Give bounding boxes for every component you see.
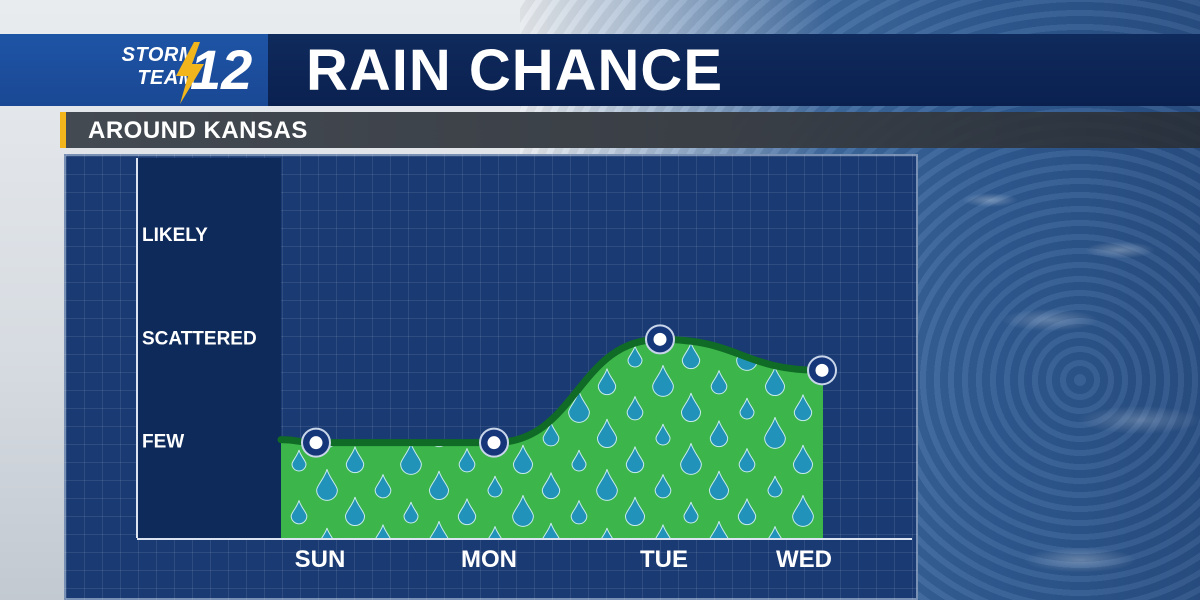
x-tick-label-wed: WED — [776, 546, 832, 573]
raindrop-icon — [543, 371, 559, 394]
raindrop-icon — [512, 444, 534, 475]
raindrop-icon — [345, 446, 365, 474]
y-level-label-scattered: SCATTERED — [142, 328, 257, 349]
raindrop-icon — [738, 448, 756, 473]
subheader-bar — [60, 112, 1200, 148]
raindrop-icon — [542, 422, 560, 447]
raindrop-icon — [400, 392, 422, 423]
raindrop-icon — [457, 498, 477, 526]
raindrop-icon — [486, 526, 504, 538]
raindrop-icon — [599, 527, 615, 538]
raindrop-icon — [766, 526, 784, 538]
x-tick-label-sun: SUN — [295, 546, 346, 573]
raindrop-icon — [316, 469, 338, 501]
raindrop-icon — [654, 474, 672, 499]
subheader-title: AROUND KANSAS — [88, 117, 308, 144]
raindrop-icon — [512, 495, 534, 527]
subheader-accent — [60, 112, 66, 148]
data-point-dot-tue — [653, 332, 667, 346]
data-point-dot-wed — [815, 363, 829, 377]
raindrop-icon — [652, 365, 674, 397]
raindrop-icon — [346, 396, 364, 421]
station-logo — [0, 34, 268, 106]
raindrop-icon — [823, 422, 839, 446]
raindrop-icon — [568, 340, 590, 371]
raindrop-icon — [568, 391, 590, 423]
raindrop-icon — [458, 448, 476, 473]
raindrop-icon — [347, 345, 363, 368]
raindrop-icon — [764, 417, 786, 449]
raindrop-icon — [401, 342, 421, 370]
raindrop-icon — [487, 475, 503, 498]
raindrop-icon — [710, 370, 728, 395]
raindrop-icon — [484, 366, 506, 397]
raindrop-icon — [624, 496, 646, 527]
raindrop-icon — [708, 521, 730, 538]
raindrop-icon — [597, 368, 617, 396]
raindrop-icon — [540, 522, 562, 538]
raindrop-icon — [792, 444, 814, 475]
raindrop-icon — [373, 524, 393, 538]
raindrop-icon — [290, 500, 308, 525]
data-point-dot-mon — [487, 436, 501, 450]
raindrop-icon — [737, 498, 757, 526]
raindrop-icon — [288, 340, 310, 371]
x-tick-label-mon: MON — [461, 546, 517, 573]
y-level-label-few: FEW — [142, 432, 184, 453]
raindrop-icon — [792, 495, 814, 527]
raindrop-icon — [541, 472, 561, 500]
raindrop-icon — [625, 446, 645, 474]
raindrop-icon — [683, 501, 699, 524]
raindrop-icon — [400, 443, 422, 475]
raindrop-icon — [821, 472, 822, 500]
raindrop-icon — [709, 420, 729, 448]
raindrop-icon — [319, 527, 335, 538]
page-title: RAIN CHANCE — [306, 38, 723, 103]
raindrop-icon — [344, 496, 366, 527]
y-label-column — [137, 158, 281, 538]
raindrop-icon — [403, 501, 419, 524]
raindrop-icon — [372, 365, 394, 397]
raindrop-icon — [596, 418, 618, 449]
raindrop-icon — [456, 339, 478, 371]
raindrop-icon — [708, 470, 730, 501]
lightning-bolt-icon — [176, 42, 204, 104]
raindrop-icon — [767, 475, 783, 498]
raindrop-icon — [374, 474, 392, 499]
logo-number: 12 — [190, 38, 253, 101]
y-level-label-likely: LIKELY — [142, 225, 208, 246]
raindrop-icon — [428, 521, 450, 538]
raindrop-icon — [680, 392, 702, 423]
raindrop-pattern — [288, 339, 839, 538]
raindrop-icon — [626, 396, 644, 421]
raindrop-icon — [627, 345, 643, 368]
raindrop-icon — [513, 394, 533, 422]
raindrop-icon — [793, 394, 813, 422]
raindrop-icon — [459, 397, 475, 420]
raindrop-icon — [514, 344, 532, 369]
x-tick-label-tue: TUE — [640, 546, 688, 573]
raindrop-icon — [317, 368, 337, 396]
raindrop-icon — [764, 366, 786, 397]
raindrop-icon — [680, 443, 702, 475]
raindrop-icon — [653, 524, 673, 538]
raindrop-icon — [596, 469, 618, 501]
data-point-dot-sun — [309, 436, 323, 450]
logo-line-storm: STORM — [121, 44, 196, 66]
raindrop-icon — [288, 391, 310, 423]
raindrop-icon — [570, 500, 588, 525]
raindrop-icon — [291, 449, 307, 472]
raindrop-icon — [430, 370, 448, 395]
raindrop-icon — [681, 342, 701, 370]
raindrop-icon — [428, 470, 450, 501]
raindrop-icon — [739, 397, 755, 420]
raindrop-icon — [655, 423, 671, 446]
raindrop-icon — [571, 449, 587, 472]
